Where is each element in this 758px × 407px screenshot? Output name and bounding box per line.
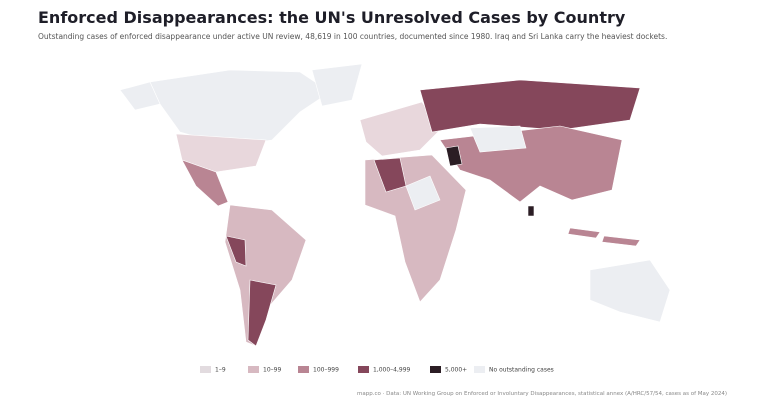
central-asia	[469, 125, 527, 153]
australia	[589, 259, 671, 323]
legend-swatch	[298, 366, 309, 373]
legend-label: 10–99	[263, 367, 281, 374]
canada	[149, 69, 331, 147]
usa	[175, 133, 267, 173]
africa	[364, 154, 467, 303]
source: mapp.co · Data: UN Working Group on Enfo…	[357, 391, 728, 397]
alaska	[119, 81, 161, 111]
legend-label: 5,000+	[445, 367, 467, 374]
indonesia	[567, 227, 641, 247]
subtitle: Outstanding cases of enforced disappeara…	[38, 32, 668, 41]
iraq	[445, 145, 463, 167]
legend-swatch	[200, 366, 211, 373]
central-america	[181, 159, 229, 207]
legend-label: 1,000–4,999	[373, 367, 411, 374]
sri-lanka	[527, 205, 535, 217]
world	[119, 63, 671, 347]
legend-swatch	[248, 366, 259, 373]
argentina	[247, 279, 277, 347]
legend-label: 100–999	[313, 367, 339, 374]
russia	[419, 79, 641, 133]
asia	[439, 125, 623, 203]
sahara-gray	[405, 175, 441, 211]
peru	[225, 235, 247, 267]
europe	[359, 101, 441, 157]
legend-swatch	[430, 366, 441, 373]
legend-swatch	[358, 366, 369, 373]
legend-label: 1–9	[215, 367, 226, 374]
legend-swatch	[474, 366, 485, 373]
greenland	[311, 63, 363, 107]
legend: 1–9 10–99 100–999 1,000–4,999 5,000+ No outst…	[200, 366, 554, 374]
legend-label: No outstanding cases	[489, 367, 554, 374]
south-america	[224, 204, 307, 347]
title: Enforced Disappearances: the UN's Unreso…	[38, 8, 626, 27]
